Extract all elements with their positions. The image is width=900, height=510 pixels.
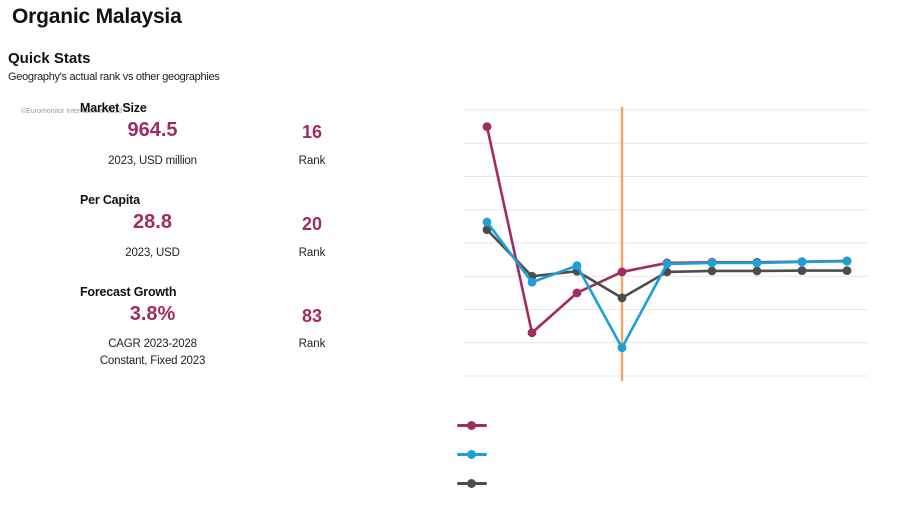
stat-label-per-capita: Per Capita bbox=[80, 193, 140, 207]
page-title: Organic Malaysia bbox=[12, 5, 182, 28]
rank-line-chart bbox=[463, 100, 868, 385]
stat-value-forecast-growth: 3.8% bbox=[129, 303, 176, 325]
stat-unit-market-size: 2023, USD million bbox=[108, 155, 197, 167]
rank-line-chart-svg bbox=[463, 107, 868, 381]
legend-item-series-2[interactable] bbox=[457, 449, 487, 459]
rank-label-per-capita: Rank bbox=[298, 247, 326, 259]
stat-value-market-size: 964.5 bbox=[127, 119, 178, 141]
stat-unit-per-capita: 2023, USD bbox=[125, 247, 180, 259]
quick-stats-subheading: Geography's actual rank vs other geograp… bbox=[8, 71, 220, 83]
stat-unit2-forecast-growth: Constant, Fixed 2023 bbox=[99, 355, 206, 367]
stat-label-forecast-growth: Forecast Growth bbox=[80, 285, 177, 299]
chart-legend bbox=[457, 420, 487, 488]
rank-value-market-size: 16 bbox=[301, 122, 323, 142]
legend-item-series-3[interactable] bbox=[457, 478, 487, 488]
legend-line-dot-icon bbox=[457, 478, 487, 488]
rank-label-market-size: Rank bbox=[298, 155, 326, 167]
legend-line-dot-icon bbox=[457, 420, 487, 430]
stat-unit-forecast-growth: CAGR 2023-2028 bbox=[108, 338, 197, 350]
legend-line-dot-icon bbox=[457, 449, 487, 459]
rank-value-forecast-growth: 83 bbox=[301, 306, 323, 326]
quick-stats-heading: Quick Stats bbox=[8, 50, 91, 67]
rank-label-forecast-growth: Rank bbox=[298, 338, 326, 350]
stat-value-per-capita: 28.8 bbox=[133, 211, 172, 233]
watermark: ©Euromonitor International 2023 bbox=[21, 108, 123, 115]
stat-label-market-size: Market Size bbox=[80, 101, 147, 115]
rank-value-per-capita: 20 bbox=[301, 214, 323, 234]
legend-item-series-1[interactable] bbox=[457, 420, 487, 430]
